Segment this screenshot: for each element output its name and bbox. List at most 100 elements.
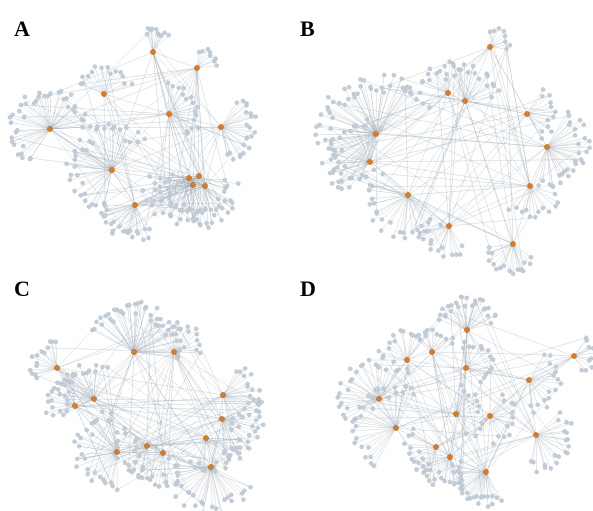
leaf-node: [84, 148, 89, 153]
edge: [466, 322, 491, 331]
hub-edge: [133, 351, 223, 420]
leaf-node: [393, 390, 399, 395]
hub-node: [533, 432, 539, 438]
leaf-node: [457, 252, 463, 257]
edge: [177, 466, 212, 474]
leaf-node: [117, 127, 123, 132]
leaf-node: [191, 117, 197, 123]
leaf-node: [197, 461, 202, 466]
edge: [489, 415, 513, 418]
leaf-node: [106, 311, 111, 317]
cross-edge: [110, 318, 212, 468]
edge: [133, 308, 146, 353]
leaf-node: [426, 220, 431, 225]
leaf-node: [427, 467, 433, 473]
leaf-node: [89, 478, 94, 483]
edge: [221, 401, 262, 420]
edge: [376, 194, 409, 214]
leaf-node: [246, 433, 252, 438]
leaf-node: [486, 245, 492, 250]
leaf-node: [358, 84, 363, 89]
edge: [466, 315, 489, 331]
leaf-node: [547, 182, 553, 187]
cross-edge: [101, 324, 135, 353]
cross-edge: [335, 154, 371, 163]
edge: [222, 389, 253, 396]
leaf-node: [228, 492, 234, 497]
hub-edge: [152, 51, 200, 177]
cross-edge: [447, 92, 494, 265]
cross-edge: [467, 379, 530, 499]
edge: [535, 430, 565, 436]
edge: [315, 133, 377, 136]
leaf-node: [548, 100, 553, 105]
edge: [152, 35, 161, 53]
cross-edge: [168, 106, 198, 115]
edge: [36, 355, 58, 369]
leaf-node: [10, 112, 15, 118]
leaf-node: [64, 161, 69, 167]
leaf-node: [484, 83, 490, 88]
edge: [493, 243, 514, 265]
hub-edge: [406, 351, 433, 361]
leaf-node: [67, 177, 73, 183]
leaf-node: [363, 455, 368, 460]
leaf-node: [108, 411, 114, 416]
edge: [445, 79, 466, 102]
leaf-node: [256, 397, 261, 402]
leaf-node: [102, 203, 108, 209]
leaf-node: [148, 312, 153, 318]
leaf-node: [391, 234, 396, 239]
edge: [393, 194, 409, 237]
cross-edge: [406, 359, 435, 480]
cross-edge: [93, 398, 262, 403]
edge: [198, 175, 212, 210]
leaf-node: [576, 141, 581, 147]
cross-edge: [378, 366, 457, 415]
cross-edge: [388, 348, 451, 458]
edge: [535, 423, 572, 436]
leaf-node: [428, 247, 433, 252]
leaf-node: [531, 410, 536, 415]
leaf-node: [326, 146, 332, 151]
edge: [350, 368, 380, 400]
edge: [103, 83, 133, 95]
leaf-node: [426, 461, 431, 467]
leaf-node: [100, 409, 105, 415]
leaf-node: [354, 436, 359, 441]
leaf-node: [410, 333, 416, 338]
edge: [395, 388, 412, 429]
leaf-node: [539, 136, 545, 141]
leaf-node: [42, 350, 47, 356]
leaf-node: [79, 452, 85, 457]
hub-node: [510, 241, 516, 247]
leaf-node: [209, 220, 215, 226]
leaf-node: [365, 117, 370, 122]
network-a-hub-nodes: [47, 49, 224, 208]
edge: [448, 225, 461, 255]
leaf-node: [248, 372, 254, 377]
edge: [36, 365, 58, 369]
leaf-node: [396, 367, 401, 373]
hub-node: [218, 124, 224, 130]
leaf-node: [361, 78, 367, 83]
leaf-node: [566, 444, 571, 449]
leaf-node: [166, 32, 171, 38]
cross-edge: [455, 391, 465, 415]
leaf-node: [84, 427, 89, 433]
edge: [205, 437, 215, 467]
leaf-node: [57, 408, 63, 414]
leaf-node: [566, 122, 572, 127]
leaf-node: [350, 428, 355, 434]
edge: [220, 116, 256, 128]
leaf-node: [242, 406, 247, 411]
leaf-node: [108, 71, 113, 77]
cross-edge: [455, 342, 465, 415]
cross-edge: [173, 351, 240, 454]
edge: [356, 427, 397, 439]
leaf-node: [578, 157, 584, 162]
leaf-node: [414, 97, 419, 102]
leaf-node: [586, 344, 592, 350]
leaf-node: [425, 327, 430, 333]
leaf-node: [485, 73, 490, 79]
